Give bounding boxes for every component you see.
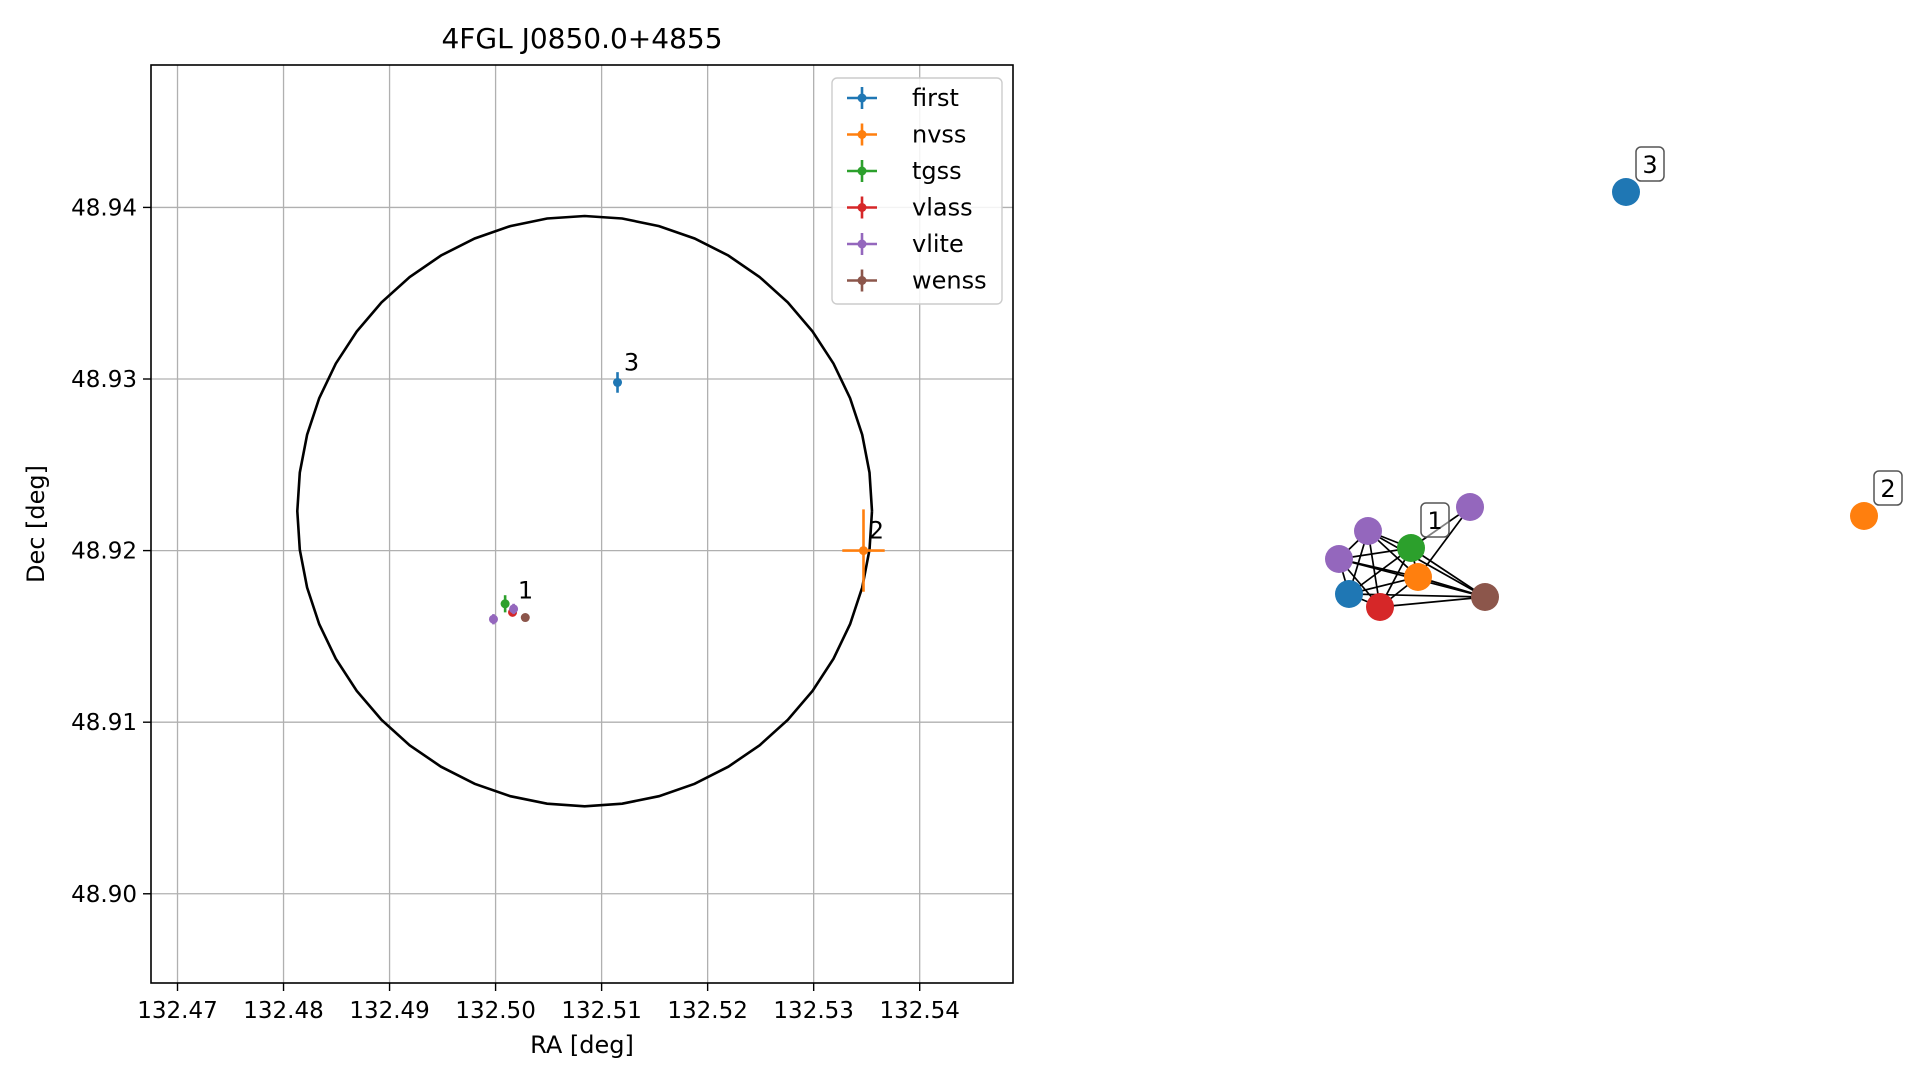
- legend-label: vlass: [912, 194, 973, 222]
- point-annotation: 1: [518, 577, 533, 605]
- point-vlite: [488, 614, 498, 625]
- node-label-text: 1: [1427, 507, 1442, 535]
- legend-swatch-marker: [857, 239, 867, 249]
- network-node: [1850, 502, 1878, 530]
- node-label-box: [1635, 146, 1665, 182]
- legend-item: wenss: [847, 267, 987, 295]
- ellipse-layer: [295, 214, 874, 808]
- node-label: 2: [1873, 470, 1903, 506]
- legend-swatch-marker: [857, 276, 867, 285]
- network-node: [1354, 517, 1382, 545]
- legend-swatch-marker: [857, 130, 867, 139]
- network-panel: 1 3 2: [1325, 146, 1903, 621]
- point-first: [613, 372, 623, 393]
- marker: [859, 546, 869, 556]
- y-tick-label: 48.91: [71, 710, 137, 736]
- network-node: [1397, 534, 1425, 562]
- scatter-panel: 1 2 3 132.47 132.48 132.49 132.50 132.51 132.52…: [22, 22, 1014, 1059]
- legend-label: wenss: [912, 267, 987, 295]
- network-nodes: 1 3 2: [1325, 146, 1903, 621]
- network-edge: [1417, 506, 1471, 578]
- x-axis-label: RA [deg]: [530, 1031, 634, 1059]
- network-edge: [1410, 547, 1486, 598]
- legend-label: first: [912, 84, 959, 112]
- x-tick-label: 132.53: [773, 998, 853, 1024]
- ticks: 132.47 132.48 132.49 132.50 132.51 132.52 132.…: [71, 195, 960, 1024]
- node-label-box: [1873, 470, 1903, 506]
- y-tick-label: 48.92: [71, 539, 137, 565]
- chart-title: 4FGL J0850.0+4855: [441, 22, 722, 55]
- network-node: [1335, 580, 1363, 608]
- localization-ellipse: [295, 214, 874, 808]
- network-node: [1325, 545, 1353, 573]
- point-tgss: [500, 595, 510, 613]
- y-tick-label: 48.94: [71, 195, 137, 221]
- point-wenss: [520, 613, 530, 623]
- legend-swatch-marker: [857, 203, 867, 212]
- node-label-text: 3: [1642, 151, 1657, 179]
- point-annotation: 2: [869, 517, 884, 545]
- node-label-box: [1420, 502, 1450, 538]
- axes-frame: [150, 64, 1014, 984]
- marker: [500, 599, 510, 609]
- x-tick-label: 132.54: [879, 998, 959, 1024]
- data-points: [488, 372, 885, 625]
- legend-item: vlite: [847, 230, 964, 258]
- legend-item: vlass: [847, 194, 973, 222]
- network-node: [1471, 583, 1499, 611]
- network-edge: [1367, 530, 1486, 598]
- node-label-text: 2: [1880, 475, 1895, 503]
- network-node: [1456, 493, 1484, 521]
- marker: [488, 614, 498, 624]
- point-vlite: [509, 603, 519, 615]
- marker: [520, 613, 530, 623]
- x-tick-label: 132.47: [137, 998, 217, 1024]
- legend-label: vlite: [912, 230, 964, 258]
- network-edge: [1379, 596, 1486, 608]
- legend-item: first: [847, 84, 959, 112]
- annotations: 1 2 3: [518, 348, 884, 604]
- legend-item: nvss: [847, 121, 966, 149]
- node-label: 3: [1635, 146, 1665, 182]
- point-annotation: 3: [624, 348, 639, 376]
- x-tick-label: 132.49: [349, 998, 429, 1024]
- legend-item: tgss: [847, 157, 962, 185]
- legend-label: tgss: [912, 157, 962, 185]
- network-edge: [1348, 593, 1486, 598]
- y-tick-label: 48.90: [71, 882, 137, 908]
- x-tick-label: 132.48: [243, 998, 323, 1024]
- x-tick-label: 132.52: [667, 998, 747, 1024]
- marker: [509, 604, 519, 614]
- y-tick-label: 48.93: [71, 367, 137, 393]
- marker: [613, 377, 623, 387]
- y-axis-label: Dec [deg]: [22, 465, 50, 583]
- legend-swatch-marker: [857, 166, 867, 176]
- legend: first nvss tgss vlass vlite wenss: [831, 77, 1003, 305]
- x-tick-label: 132.50: [455, 998, 535, 1024]
- legend-label: nvss: [912, 121, 966, 149]
- legend-swatch-marker: [857, 93, 867, 103]
- network-node: [1404, 563, 1432, 591]
- point-nvss: [842, 509, 885, 592]
- network-node: [1612, 178, 1640, 206]
- x-tick-label: 132.51: [561, 998, 641, 1024]
- network-node: [1366, 593, 1394, 621]
- node-label: 1: [1420, 502, 1450, 538]
